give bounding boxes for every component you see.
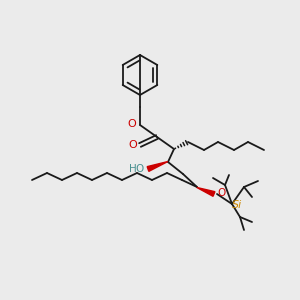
Text: O: O: [136, 164, 144, 174]
Text: H: H: [129, 164, 137, 174]
Text: O: O: [217, 188, 225, 198]
Polygon shape: [147, 161, 168, 171]
Text: O: O: [128, 119, 136, 129]
Text: Si: Si: [232, 200, 242, 210]
Polygon shape: [197, 188, 215, 196]
Text: O: O: [129, 140, 137, 150]
